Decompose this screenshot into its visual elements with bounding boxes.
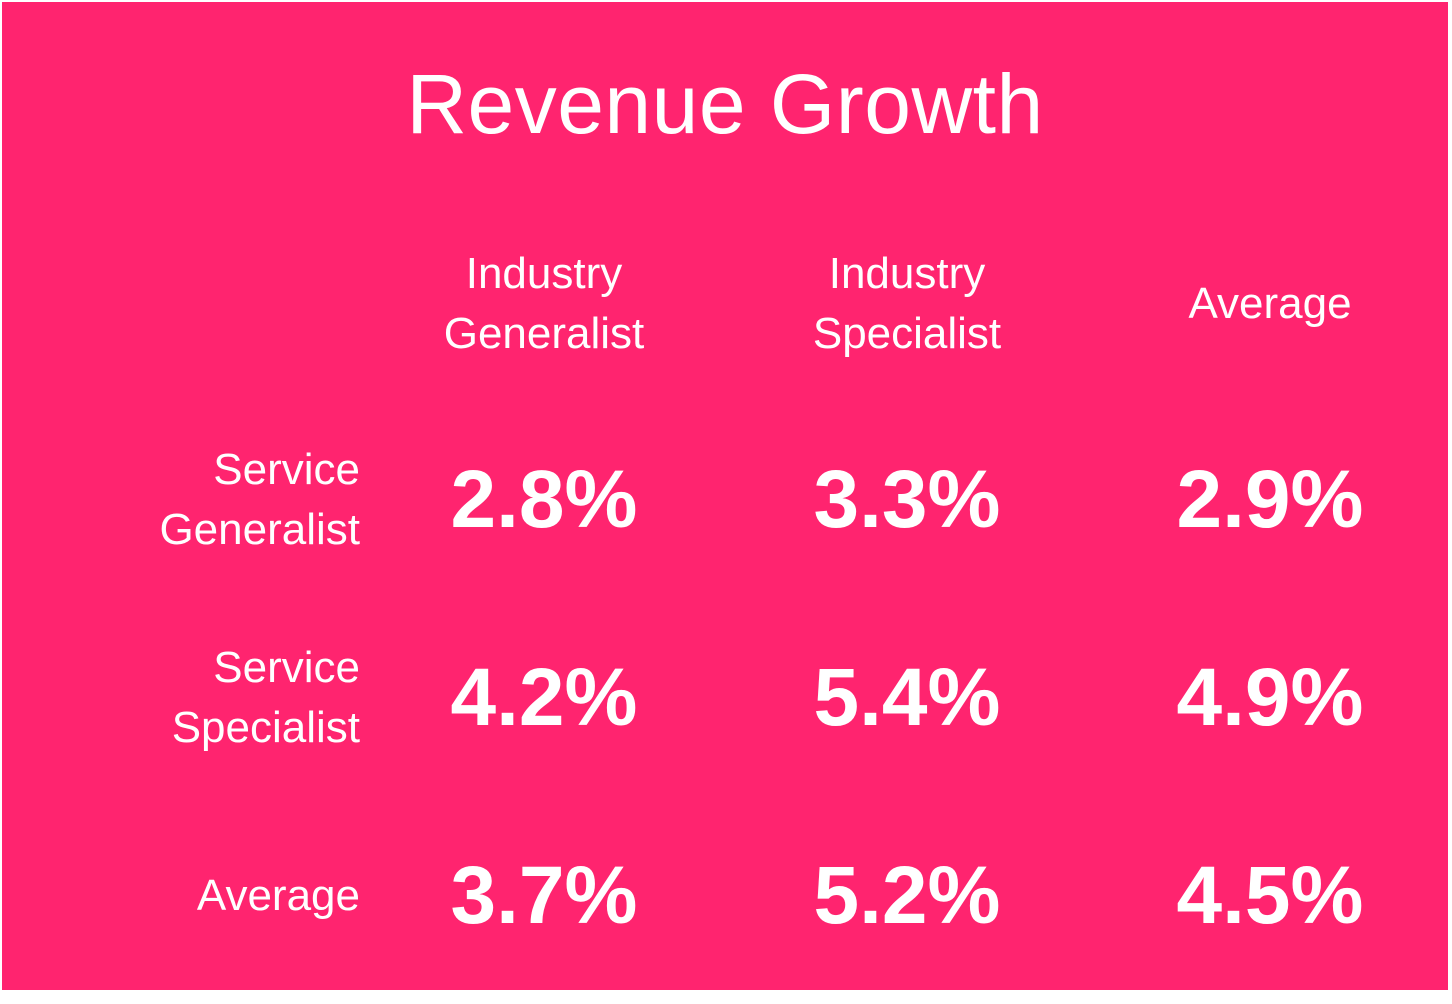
column-header-line: Industry [465, 249, 623, 298]
column-header-line: Generalist [443, 309, 645, 358]
row-header-service-specialist: Service Specialist [42, 638, 360, 758]
value-cell: 5.4% [813, 652, 1001, 743]
value-cell: 4.5% [1176, 850, 1364, 941]
column-header-industry-specialist: Industry Specialist [757, 244, 1057, 364]
column-header-average: Average [1120, 244, 1420, 364]
column-header-line: Average [1188, 279, 1352, 328]
value-cell: 3.3% [813, 454, 1001, 545]
chart-title: Revenue Growth [406, 57, 1044, 151]
row-header-average: Average [42, 836, 360, 956]
row-header-line: Generalist [159, 505, 360, 554]
row-header-line: Average [196, 871, 360, 920]
value-cell: 2.9% [1176, 454, 1364, 545]
value-cell: 4.2% [450, 652, 638, 743]
column-header-line: Specialist [812, 309, 1002, 358]
column-header-industry-generalist: Industry Generalist [394, 244, 694, 364]
row-header-line: Service [213, 643, 360, 692]
row-header-line: Service [213, 445, 360, 494]
row-header-line: Specialist [171, 703, 360, 752]
value-cell: 5.2% [813, 850, 1001, 941]
column-header-line: Industry [828, 249, 986, 298]
value-cell: 3.7% [450, 850, 638, 941]
row-header-service-generalist: Service Generalist [42, 440, 360, 560]
value-cell: 4.9% [1176, 652, 1364, 743]
revenue-growth-panel: Revenue Growth Industry Generalist Indus… [2, 2, 1448, 990]
value-cell: 2.8% [450, 454, 638, 545]
